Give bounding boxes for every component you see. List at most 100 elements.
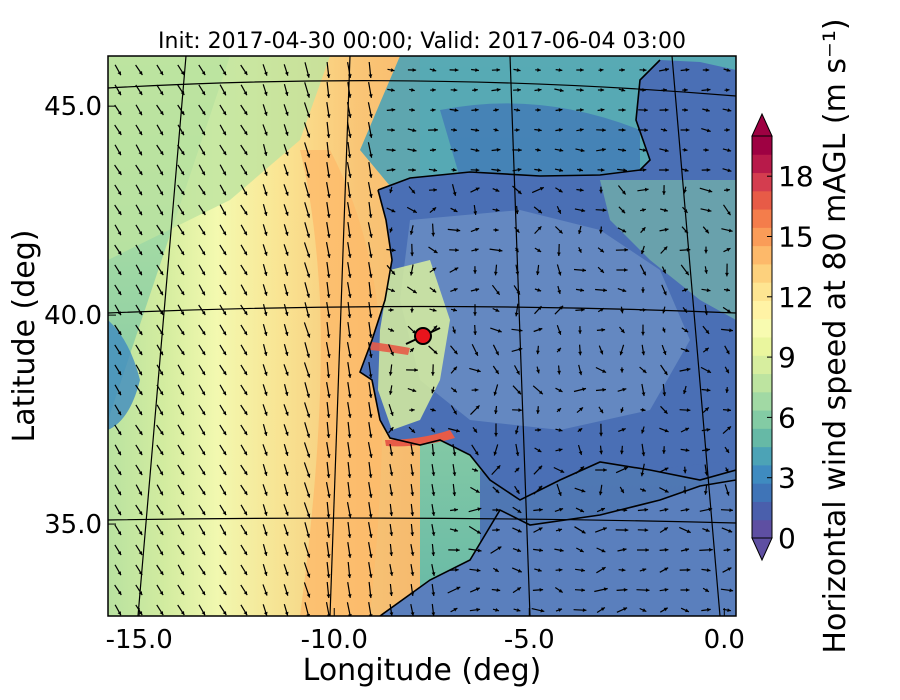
wind-arrow-head xyxy=(517,390,521,395)
wind-arrow-head xyxy=(285,531,289,536)
wind-arrow-head xyxy=(665,67,669,72)
wind-arrow-head xyxy=(494,127,499,132)
wind-arrow-head xyxy=(117,251,122,255)
wind-arrow-head xyxy=(414,368,418,372)
wind-arrow-head xyxy=(368,254,373,258)
wind-arrow-head xyxy=(704,249,708,254)
wind-arrow-head xyxy=(180,411,184,416)
wind-arrow-head xyxy=(326,554,331,558)
wind-arrow-head xyxy=(180,111,185,115)
wind-arrow-head xyxy=(263,91,268,96)
wind-arrow-head xyxy=(603,288,607,293)
wind-arrow-head xyxy=(642,148,647,152)
wind-arrow-head xyxy=(347,554,352,558)
wind-arrow-head xyxy=(494,410,498,414)
wind-arrow-head xyxy=(433,168,438,172)
wind-arrow-head xyxy=(496,168,501,173)
wind-arrow-head xyxy=(704,471,709,476)
wind-arrow-head xyxy=(284,591,289,596)
wind-arrow-head xyxy=(599,229,603,234)
wind-arrow-head xyxy=(285,171,289,176)
wind-arrow-head xyxy=(368,274,373,278)
wind-arrow-head xyxy=(537,568,542,572)
wind-arrow-head xyxy=(117,551,122,556)
wind-arrow-head xyxy=(725,369,729,374)
wind-arrow-head xyxy=(432,68,437,72)
wind-arrow-head xyxy=(664,428,669,433)
wind-arrow-head xyxy=(222,91,226,96)
wind-arrow-head xyxy=(410,552,415,556)
wind-arrow-head xyxy=(159,311,164,315)
wind-arrow-head xyxy=(117,131,122,135)
wind-arrow-head xyxy=(306,273,311,278)
wind-arrow-head xyxy=(284,351,289,356)
wind-arrow-head xyxy=(581,529,586,534)
wind-arrow-head xyxy=(601,328,606,332)
wind-arrow-head xyxy=(180,551,185,555)
wind-arrow-head xyxy=(117,91,121,96)
wind-arrow-head xyxy=(661,328,666,333)
wind-arrow-head xyxy=(432,308,437,312)
wind-arrow-head xyxy=(496,588,501,592)
wind-arrow-head xyxy=(536,350,540,355)
wind-arrow-head xyxy=(369,234,373,238)
wind-arrow-head xyxy=(559,88,564,93)
wind-arrow-head xyxy=(686,568,691,572)
wind-arrow-head xyxy=(201,211,206,215)
wind-arrow-head xyxy=(579,548,584,552)
wind-arrow-head xyxy=(159,571,164,575)
wind-arrow-head xyxy=(389,492,394,496)
wind-arrow-head xyxy=(201,311,206,315)
wind-arrow-head xyxy=(558,428,563,432)
wind-arrow-head xyxy=(515,128,520,132)
wind-arrow-head xyxy=(495,308,500,312)
wind-arrow-head xyxy=(601,567,606,571)
wind-arrow-head xyxy=(159,71,164,76)
wind-arrow-head xyxy=(284,271,289,276)
wind-arrow-head xyxy=(243,311,248,315)
wind-arrow-head xyxy=(662,191,666,195)
wind-arrow-head xyxy=(452,167,457,172)
wind-arrow-head xyxy=(559,507,564,512)
wind-arrow-head xyxy=(517,190,522,194)
wind-arrow-head xyxy=(138,351,143,356)
wind-arrow-head xyxy=(538,527,543,531)
wind-arrow-head xyxy=(306,353,310,358)
wind-arrow-head xyxy=(391,88,395,92)
wind-arrow-head xyxy=(410,452,415,456)
wind-arrow-head xyxy=(433,188,437,192)
wind-arrow-head xyxy=(493,271,498,276)
wind-arrow-head xyxy=(306,433,311,438)
wind-arrow-head xyxy=(729,588,734,593)
wind-arrow-head xyxy=(138,491,142,496)
wind-arrow-head xyxy=(369,194,373,198)
wind-arrow-head xyxy=(138,291,142,296)
wind-arrow-head xyxy=(285,571,289,576)
wind-arrow-head xyxy=(557,290,561,294)
wind-arrow-head xyxy=(623,607,628,611)
wind-arrow-head xyxy=(602,147,606,152)
wind-arrow-head xyxy=(535,271,540,276)
wind-arrow-head xyxy=(201,191,206,195)
x-axis-label: Longitude (deg) xyxy=(303,653,542,688)
wind-arrow-head xyxy=(623,508,628,512)
wind-arrow-head xyxy=(664,227,669,232)
wind-arrow-head xyxy=(540,608,545,613)
wind-arrow-head xyxy=(725,389,729,393)
wind-arrow-head xyxy=(602,369,607,373)
wind-arrow-head xyxy=(243,251,247,256)
colorbar-segment xyxy=(752,391,772,411)
wind-arrow-head xyxy=(348,354,352,358)
iberia-coastline xyxy=(359,59,736,501)
wind-arrow-head xyxy=(726,188,730,192)
wind-arrow-head xyxy=(475,227,480,232)
colorbar-segment xyxy=(752,501,772,521)
wind-arrow-head xyxy=(580,288,584,292)
wind-arrow-head xyxy=(368,554,373,558)
wind-arrow-head xyxy=(621,568,626,572)
wind-arrow-head xyxy=(536,410,540,414)
wind-arrow-head xyxy=(347,454,352,458)
wind-arrow-head xyxy=(222,591,227,595)
wind-arrow-head xyxy=(642,271,646,276)
wind-arrow-head xyxy=(640,472,645,477)
